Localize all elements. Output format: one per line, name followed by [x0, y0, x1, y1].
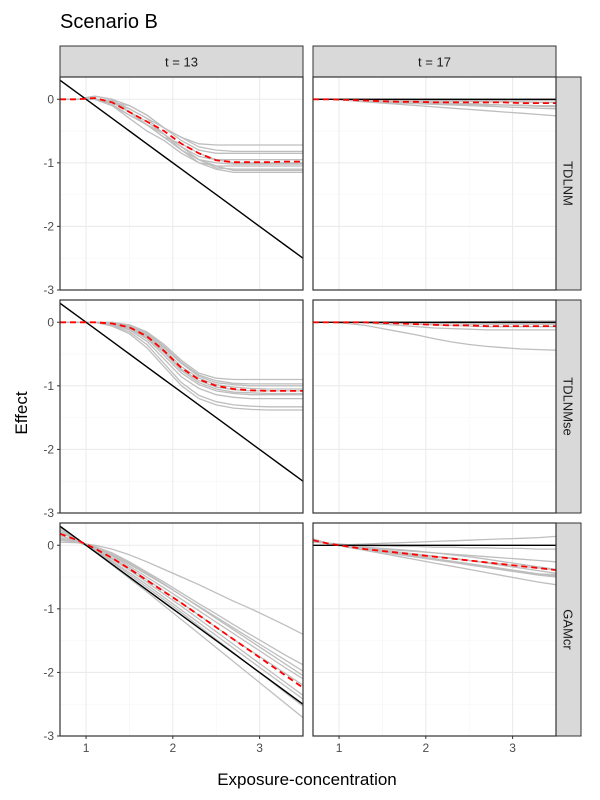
facet-panel: 0 -1 -2 -3 [43, 299, 304, 520]
mean-estimate-line [313, 98, 556, 104]
row-strip-label: TDLNM [561, 161, 576, 206]
replicate-estimate-line [313, 535, 556, 546]
mean-estimate-line [60, 321, 303, 392]
panel-border [312, 522, 557, 737]
y-tick-label: -3 [43, 729, 54, 743]
panel-border [312, 76, 557, 291]
panel-border [59, 522, 304, 737]
y-tick-label: -3 [43, 506, 54, 520]
column-strip-label: t = 13 [165, 55, 198, 70]
y-tick-label: 0 [47, 538, 54, 552]
y-tick-label: -2 [43, 442, 54, 456]
column-strip [312, 45, 557, 78]
replicate-estimate-line [60, 98, 303, 174]
replicate-estimate-line [60, 530, 303, 700]
facet-panel: 0 -1 -2 -3 1 2 3 [43, 522, 304, 755]
y-tick-label: -2 [43, 665, 54, 679]
x-tick-label: 2 [169, 741, 176, 755]
x-tick-label: 1 [336, 741, 343, 755]
panel-lines [313, 320, 556, 351]
row-strip [555, 522, 582, 737]
replicate-estimate-line [60, 538, 303, 666]
y-tick-label: -3 [43, 283, 54, 297]
column-strip [59, 45, 304, 78]
true-effect-line [60, 525, 303, 705]
x-tick-label: 3 [256, 741, 263, 755]
facet-panel [312, 299, 557, 514]
row-strip [555, 76, 582, 291]
facet-panel: 1 2 3 [312, 522, 557, 755]
panel-lines [60, 302, 303, 482]
panel-lines [313, 98, 556, 117]
panel-border [312, 299, 557, 514]
y-tick-label: -1 [43, 379, 54, 393]
x-axis-title: Exposure-concentration [217, 770, 397, 789]
column-strip-label: t = 17 [418, 55, 451, 70]
chart-title: Scenario B [60, 11, 158, 33]
x-tick-label: 3 [509, 741, 516, 755]
mean-estimate-line [60, 532, 303, 689]
panel-border [59, 299, 304, 514]
y-tick-label: 0 [47, 315, 54, 329]
true-effect-line [60, 302, 303, 482]
panel-lines [313, 535, 556, 586]
facet-panel [312, 76, 557, 291]
y-tick-label: -1 [43, 602, 54, 616]
replicate-estimate-line [313, 321, 556, 351]
replicate-estimate-line [60, 539, 303, 677]
y-tick-label: 0 [47, 92, 54, 106]
panel-lines [60, 525, 303, 719]
y-axis-title: Effect [12, 391, 31, 434]
mean-estimate-line [313, 539, 556, 571]
true-effect-line [60, 79, 303, 259]
mean-estimate-line [313, 321, 556, 328]
row-strip-label: TDLNMse [561, 377, 576, 436]
x-tick-label: 1 [83, 741, 90, 755]
y-tick-label: -1 [43, 156, 54, 170]
facet-grid: t = 13 t = 17 TDLNM TDLNMse GAMcr 0 -1 -2 -3 0 -1 -… [43, 45, 582, 755]
row-strip-label: GAMcr [561, 609, 576, 650]
replicate-estimate-line [313, 540, 556, 571]
panel-background [60, 77, 303, 290]
panel-border [59, 76, 304, 291]
mean-estimate-line [60, 97, 303, 164]
row-strip [555, 299, 582, 514]
panel-background [60, 523, 303, 736]
x-tick-label: 2 [422, 741, 429, 755]
panel-background [313, 300, 556, 513]
facet-panel: 0 -1 -2 -3 [43, 76, 304, 297]
panel-lines [60, 79, 303, 259]
replicate-estimate-line [60, 541, 303, 635]
y-tick-label: -2 [43, 219, 54, 233]
